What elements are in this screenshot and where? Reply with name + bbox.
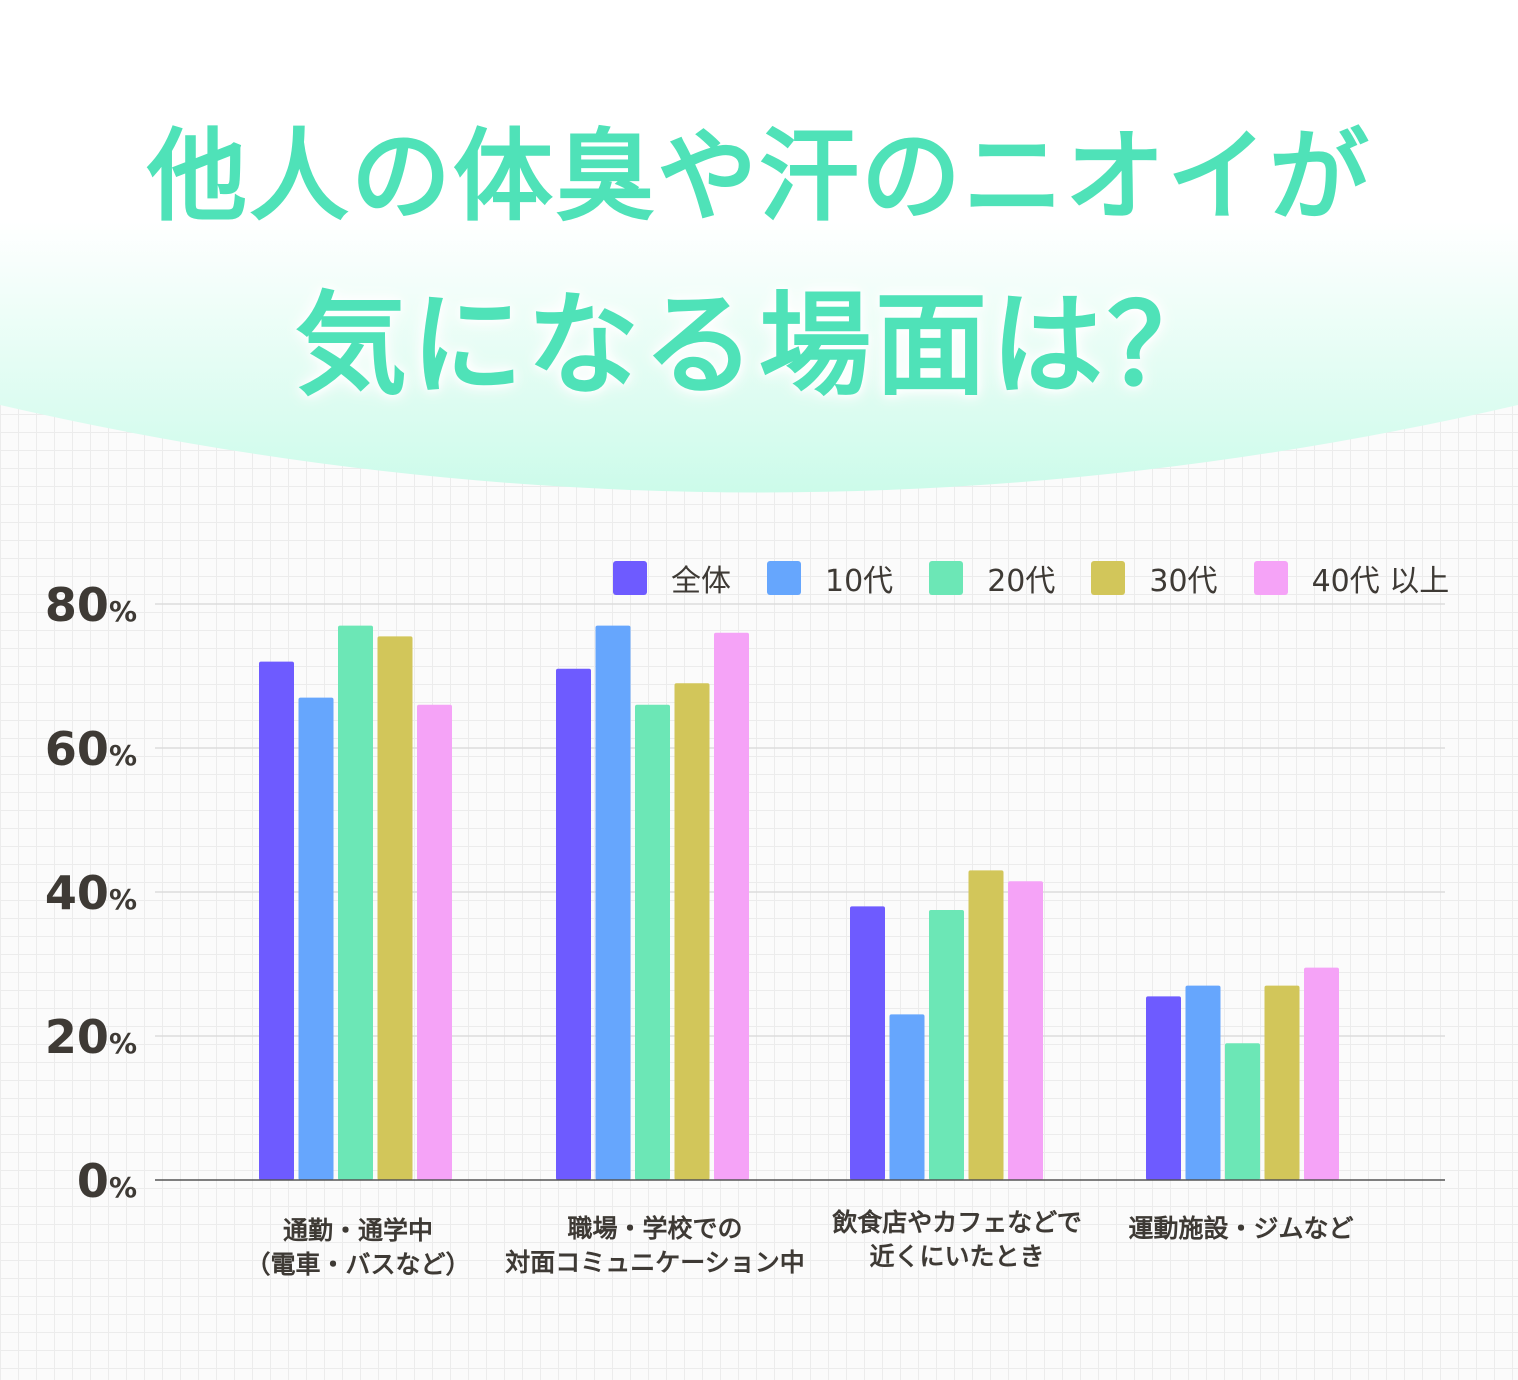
legend-item: 10代 bbox=[767, 556, 893, 600]
bar-10代 bbox=[1185, 985, 1221, 1180]
x-tick-label-line: 運動施設・ジムなど bbox=[1128, 1214, 1354, 1243]
bar-30代 bbox=[377, 636, 413, 1180]
chart-title-line2: 気になる場面は？ bbox=[295, 280, 1223, 411]
x-tick-label: 運動施設・ジムなど bbox=[1091, 1212, 1391, 1246]
bar-30代 bbox=[968, 870, 1004, 1180]
y-tick-label: 20% bbox=[45, 1010, 137, 1064]
bar-20代 bbox=[929, 910, 964, 1180]
bar-全体 bbox=[850, 906, 885, 1180]
chart-title-line1: 他人の体臭や汗のニオイが bbox=[147, 117, 1371, 235]
legend-swatch bbox=[767, 561, 801, 595]
bar-30代 bbox=[674, 683, 710, 1180]
x-tick-label-line: 飲食店やカフェなどで bbox=[832, 1208, 1082, 1237]
legend-swatch bbox=[1091, 561, 1126, 595]
header-background bbox=[0, 0, 1518, 493]
x-tick-label: 飲食店やカフェなどで 近くにいたとき bbox=[807, 1206, 1107, 1274]
bar-40代以上 bbox=[1304, 967, 1339, 1180]
legend-swatch bbox=[1253, 561, 1288, 595]
legend-swatch bbox=[613, 561, 647, 595]
bar-40代以上 bbox=[1008, 881, 1043, 1180]
y-tick-label: 60% bbox=[45, 722, 137, 776]
x-tick-label-line: 通勤・通学中 bbox=[282, 1216, 433, 1245]
x-tick-label-line: 近くにいたとき bbox=[869, 1242, 1045, 1271]
x-tick-label-line: 職場・学校での bbox=[567, 1214, 743, 1243]
legend-label: 全体 bbox=[671, 564, 731, 599]
bar-10代 bbox=[889, 1014, 925, 1180]
legend-label: 40代 以上 bbox=[1311, 564, 1450, 599]
legend-item: 20代 bbox=[929, 556, 1055, 600]
x-tick-label-line: 対面コミュニケーション中 bbox=[505, 1248, 805, 1277]
legend-item: 全体 bbox=[613, 556, 731, 600]
legend-item: 40代 以上 bbox=[1253, 556, 1450, 600]
bar-全体 bbox=[259, 661, 294, 1180]
legend-swatch bbox=[929, 561, 964, 595]
legend: 全体 10代 20代 30代 40代 以上 bbox=[613, 556, 1449, 600]
legend-label: 20代 bbox=[987, 564, 1056, 599]
bar-10代 bbox=[298, 697, 334, 1180]
legend-label: 30代 bbox=[1149, 564, 1218, 599]
y-tick-label: 40% bbox=[45, 866, 137, 920]
bar-40代以上 bbox=[714, 632, 749, 1180]
y-tick-label: 0% bbox=[77, 1154, 137, 1208]
bar-全体 bbox=[1146, 996, 1181, 1180]
x-tick-label: 通勤・通学中 （電車・バスなど） bbox=[208, 1214, 508, 1282]
x-tick-label: 職場・学校での対面コミュニケーション中 bbox=[505, 1212, 805, 1280]
y-tick-label: 80% bbox=[45, 578, 137, 632]
bar-10代 bbox=[595, 625, 631, 1180]
legend-item: 30代 bbox=[1091, 556, 1218, 600]
header-shape bbox=[0, 0, 1518, 493]
x-tick-label-line: （電車・バスなど） bbox=[245, 1250, 471, 1279]
bar-20代 bbox=[1225, 1043, 1260, 1180]
bar-全体 bbox=[556, 668, 591, 1180]
bar-20代 bbox=[338, 625, 373, 1180]
bar-40代以上 bbox=[417, 704, 452, 1180]
bar-20代 bbox=[635, 704, 670, 1180]
legend-label: 10代 bbox=[825, 564, 894, 599]
bar-30代 bbox=[1264, 985, 1300, 1180]
